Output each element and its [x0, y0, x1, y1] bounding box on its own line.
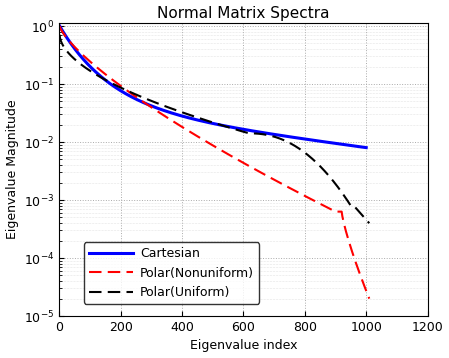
Cartesian — [364, 145, 369, 150]
Cartesian — [296, 136, 301, 140]
Polar(Uniform) — [213, 121, 219, 126]
Polar(Uniform) — [366, 221, 372, 226]
Polar(Nonuniform) — [264, 173, 269, 178]
Polar(Uniform) — [86, 68, 91, 72]
Polar(Uniform) — [309, 156, 315, 161]
Polar(Uniform) — [57, 33, 62, 37]
Cartesian — [57, 24, 62, 28]
Cartesian — [88, 65, 94, 69]
Polar(Nonuniform) — [141, 100, 147, 105]
Cartesian — [192, 117, 198, 121]
Cartesian — [268, 132, 273, 136]
Line: Cartesian: Cartesian — [60, 26, 366, 147]
Legend: Cartesian, Polar(Nonuniform), Polar(Uniform): Cartesian, Polar(Nonuniform), Polar(Unif… — [84, 242, 259, 304]
X-axis label: Eigenvalue index: Eigenvalue index — [189, 339, 297, 352]
Polar(Uniform) — [321, 169, 327, 173]
Line: Polar(Nonuniform): Polar(Nonuniform) — [60, 26, 369, 299]
Polar(Nonuniform) — [58, 26, 63, 31]
Title: Normal Matrix Spectra: Normal Matrix Spectra — [157, 6, 330, 20]
Polar(Uniform) — [229, 126, 235, 131]
Polar(Nonuniform) — [170, 119, 175, 123]
Line: Polar(Uniform): Polar(Uniform) — [60, 35, 369, 223]
Polar(Nonuniform) — [57, 24, 62, 28]
Polar(Uniform) — [149, 99, 154, 103]
Cartesian — [181, 114, 186, 118]
Polar(Nonuniform) — [95, 66, 101, 70]
Cartesian — [302, 137, 307, 141]
Polar(Nonuniform) — [366, 296, 372, 301]
Y-axis label: Eigenvalue Magnitude: Eigenvalue Magnitude — [5, 100, 18, 240]
Polar(Nonuniform) — [155, 110, 161, 114]
